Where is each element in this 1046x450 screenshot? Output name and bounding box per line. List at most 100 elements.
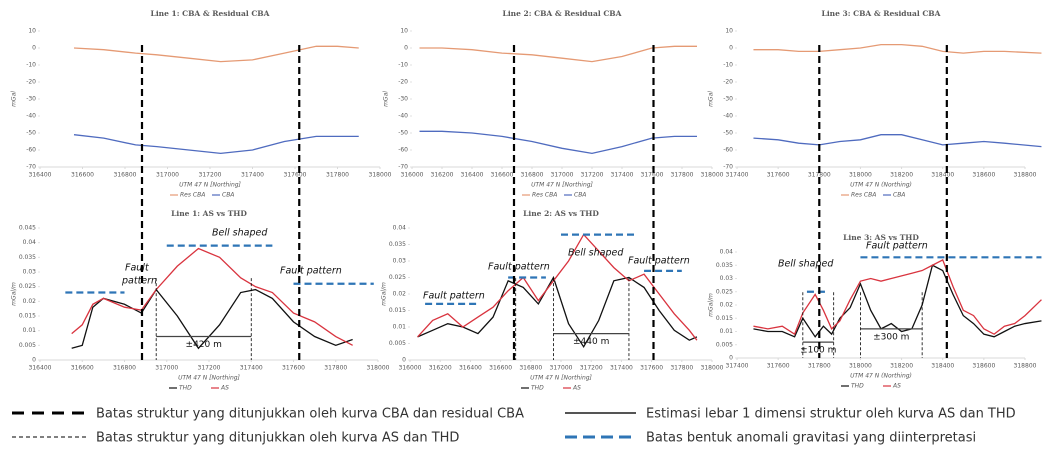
x-axis-label: UTM 47 N [Northing] xyxy=(179,182,241,189)
series-line xyxy=(417,233,698,341)
x-tick-label: 316600 xyxy=(491,172,514,179)
y-tick-label: 0.04 xyxy=(720,249,734,256)
y-tick-label: 0.025 xyxy=(19,283,36,290)
y-tick-label: 0.035 xyxy=(389,241,406,248)
chart-title: Line 3: AS vs THD xyxy=(843,233,919,242)
x-tick-label: 318000 xyxy=(369,172,392,179)
y-tick-label: -40 xyxy=(723,113,733,120)
x-tick-label: 317800 xyxy=(324,365,347,372)
x-tick-label: 317600 xyxy=(641,172,664,179)
x-tick-label: 316400 xyxy=(29,365,52,372)
y-tick-label: -30 xyxy=(398,96,408,103)
legend-text: Res CBA xyxy=(180,192,205,199)
x-tick-label: 316400 xyxy=(459,365,482,372)
y-tick-label: 0.025 xyxy=(389,274,406,281)
x-tick-label: 317000 xyxy=(550,365,573,372)
y-tick-label: 0.005 xyxy=(389,340,406,347)
annotation: Fault pattern xyxy=(280,266,342,277)
y-tick-label: 0 xyxy=(729,45,733,52)
legend-text: Res CBA xyxy=(851,192,876,199)
x-tick-label: 317400 xyxy=(726,363,749,370)
x-tick-label: 317000 xyxy=(156,172,179,179)
legend-text: Batas struktur yang ditunjukkan oleh kur… xyxy=(96,407,524,422)
y-tick-label: 0 xyxy=(402,357,406,364)
y-tick-label: 0 xyxy=(32,45,36,52)
x-tick-label: 317400 xyxy=(241,172,264,179)
legend-text: CBA xyxy=(222,192,234,199)
y-axis-label: mGal xyxy=(383,91,390,107)
x-tick-label: 316600 xyxy=(71,172,94,179)
x-tick-label: 317400 xyxy=(240,365,263,372)
x-tick-label: 316800 xyxy=(519,365,542,372)
x-tick-label: 317200 xyxy=(580,365,603,372)
x-tick-label: 316000 xyxy=(401,172,424,179)
y-tick-label: 0 xyxy=(729,355,733,362)
y-tick-label: 10 xyxy=(28,28,36,35)
x-tick-label: 318800 xyxy=(1014,172,1037,179)
x-tick-label: 317800 xyxy=(808,172,831,179)
x-axis-label: UTM 47 N [Northing] xyxy=(531,182,593,189)
x-tick-label: 317000 xyxy=(155,365,178,372)
x-tick-label: 317200 xyxy=(199,172,222,179)
x-tick-label: 318200 xyxy=(890,172,913,179)
chart-title: Line 2: CBA & Residual CBA xyxy=(503,9,622,18)
series-line xyxy=(419,130,697,155)
series-line xyxy=(753,259,1042,336)
y-tick-label: 0.015 xyxy=(389,307,406,314)
y-tick-label: 0.005 xyxy=(716,341,733,348)
y-tick-label: -60 xyxy=(26,147,36,154)
x-tick-label: 317600 xyxy=(767,363,790,370)
y-tick-label: -40 xyxy=(398,113,408,120)
x-tick-label: 316000 xyxy=(399,365,422,372)
y-tick-label: -50 xyxy=(26,130,36,137)
annotation: Fault pattern xyxy=(628,256,690,267)
annotation: Fault xyxy=(125,263,150,274)
y-tick-label: -60 xyxy=(723,147,733,154)
annotation: Fault pattern xyxy=(866,241,928,252)
y-tick-label: -50 xyxy=(398,130,408,137)
legend-text: AS xyxy=(892,383,901,390)
x-tick-label: 317600 xyxy=(767,172,790,179)
y-tick-label: 0.03 xyxy=(720,275,734,282)
x-tick-label: 316800 xyxy=(521,172,544,179)
x-axis-label: UTM 47 N (Northing) xyxy=(850,182,912,189)
y-tick-label: -10 xyxy=(398,62,408,69)
series-line xyxy=(753,134,1042,148)
y-tick-label: 0.015 xyxy=(716,315,733,322)
y-tick-label: 0.04 xyxy=(393,225,407,232)
series-line xyxy=(73,134,359,155)
legend-text: AS xyxy=(572,385,581,392)
x-tick-label: 316200 xyxy=(431,172,454,179)
x-axis-label: UTM 47 N (Northing) xyxy=(850,373,912,380)
legend-text: THD xyxy=(531,385,544,392)
x-tick-label: 316600 xyxy=(71,365,94,372)
x-tick-label: 318000 xyxy=(367,365,390,372)
y-tick-label: -60 xyxy=(398,147,408,154)
y-tick-label: -30 xyxy=(723,96,733,103)
x-tick-label: 317600 xyxy=(282,365,305,372)
y-axis-label: mGal xyxy=(11,91,18,107)
x-tick-label: 318400 xyxy=(931,172,954,179)
y-tick-label: 0.005 xyxy=(19,342,36,349)
y-axis-label: mGal/m xyxy=(11,282,18,306)
y-tick-label: 0.01 xyxy=(720,328,734,335)
y-tick-label: 0.02 xyxy=(720,302,734,309)
y-axis-label: mGal/m xyxy=(381,282,388,306)
legend-text: Batas bentuk anomali gravitasi yang diin… xyxy=(646,431,976,446)
y-tick-label: -10 xyxy=(26,62,36,69)
x-axis-label: UTM 47 N [Northing] xyxy=(530,375,592,382)
x-tick-label: 317800 xyxy=(808,363,831,370)
chart-title: Line 1: CBA & Residual CBA xyxy=(151,9,270,18)
legend-text: CBA xyxy=(893,192,905,199)
x-tick-label: 318000 xyxy=(701,172,724,179)
chart-title: Line 3: CBA & Residual CBA xyxy=(822,9,941,18)
series-line xyxy=(73,45,359,63)
y-axis-label: mGal xyxy=(708,91,715,107)
x-tick-label: 316400 xyxy=(461,172,484,179)
x-tick-label: 317400 xyxy=(611,172,634,179)
x-tick-label: 317400 xyxy=(726,172,749,179)
y-tick-label: -50 xyxy=(723,130,733,137)
x-tick-label: 318000 xyxy=(849,363,872,370)
legend-text: Res CBA xyxy=(532,192,557,199)
